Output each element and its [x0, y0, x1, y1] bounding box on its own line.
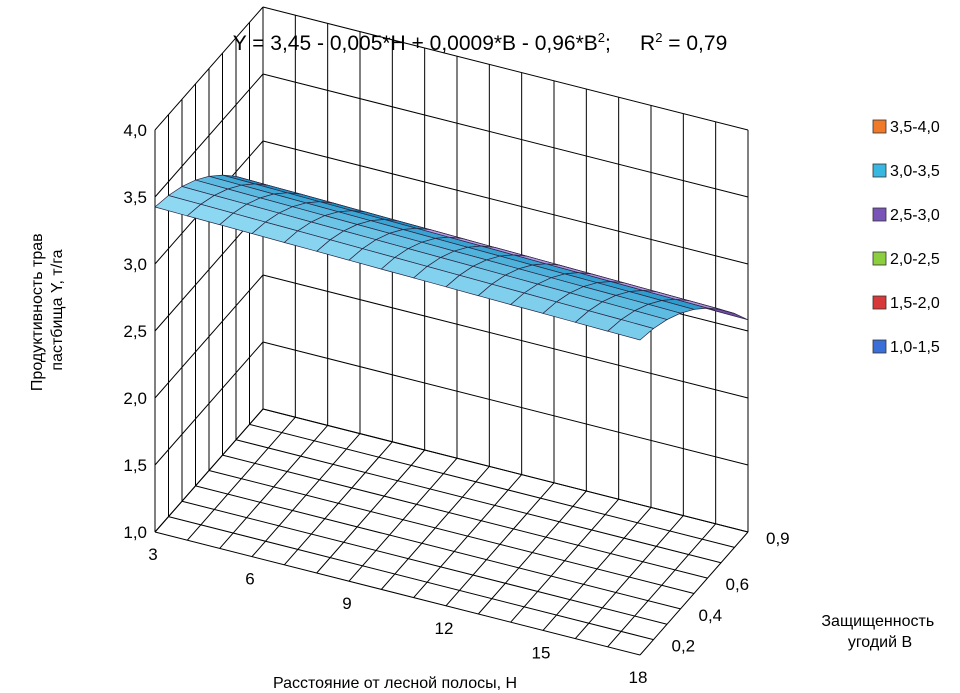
legend-label: 3,5-4,0 [890, 119, 940, 136]
x-tick-label: 6 [245, 570, 254, 589]
y-tick-label: 2,0 [123, 389, 147, 408]
legend-label: 1,5-2,0 [890, 295, 940, 312]
x-tick-label: 15 [532, 643, 551, 662]
z-tick-label: 0,2 [672, 637, 696, 656]
y-tick-label: 4,0 [123, 121, 147, 140]
x-tick-label: 18 [629, 668, 648, 687]
y-tick-label: 3,0 [123, 255, 147, 274]
gridline [154, 73, 264, 198]
y-axis-label: Продуктивность трав пастбища Y, т/га [29, 229, 66, 391]
z-axis-label: Защищенность угодий B [821, 613, 938, 651]
gridline [154, 6, 264, 131]
z-tick-label: 0,9 [766, 529, 790, 548]
gridline [154, 531, 641, 656]
gridline [235, 439, 722, 564]
legend-label: 2,5-3,0 [890, 207, 940, 224]
x-axis-label: Расстояние от лесной полосы, H [273, 675, 517, 692]
gridline [154, 341, 264, 466]
legend-label: 1,0-1,5 [890, 339, 940, 356]
gridline [222, 454, 708, 579]
chart-gridlines [154, 6, 749, 656]
gridline [249, 423, 735, 548]
gridline [262, 274, 749, 399]
legend-label: 3,0-3,5 [890, 163, 940, 180]
title-r2: R [640, 32, 655, 55]
gridline [168, 516, 654, 641]
surface-plot [154, 174, 749, 341]
z-axis-ticks: 0,20,40,6 0,9 [672, 529, 790, 656]
legend-label: 2,0-2,5 [890, 251, 940, 268]
gridline [262, 6, 749, 131]
surface-patch [606, 319, 655, 341]
y-axis-ticks: 1,0 1,5 2,0 2,5 3,0 3,5 4,0 [123, 121, 147, 542]
gridline [262, 140, 749, 265]
x-axis-ticks: 3 6 9 12 15 18 [148, 545, 647, 687]
legend-swatch [872, 119, 887, 134]
chart-title: Y = 3,45 - 0,005*H + 0,0009*B - 0,96*B2;… [233, 30, 728, 55]
gridline [181, 500, 668, 625]
y-tick-label: 1,0 [123, 523, 147, 542]
y-tick-label: 3,5 [123, 188, 147, 207]
title-r2-sup: 2 [655, 30, 662, 45]
gridline [262, 73, 749, 198]
y-tick-label: 2,5 [123, 322, 147, 341]
gridline [154, 274, 264, 399]
y-tick-label: 1,5 [123, 456, 147, 475]
z-tick-label: 0,4 [699, 606, 723, 625]
legend-swatch [872, 251, 887, 266]
title-r2-value: = 0,79 [662, 32, 727, 55]
legend: 3,5-4,0 3,0-3,5 2,5-3,0 2,0-2,5 1,5-2,0 1,0-1… [872, 119, 940, 356]
x-tick-label: 3 [148, 545, 157, 564]
gridline [195, 485, 681, 610]
legend-swatch [872, 339, 887, 354]
gridline [262, 341, 749, 466]
legend-swatch [872, 163, 887, 178]
legend-swatch [872, 295, 887, 310]
title-equation: Y = 3,45 - 0,005*H + 0,0009*B - 0,96*B [233, 32, 598, 55]
x-tick-label: 12 [435, 619, 454, 638]
x-tick-label: 9 [342, 594, 351, 613]
legend-swatch [872, 207, 887, 222]
z-tick-label: 0,6 [726, 575, 750, 594]
gridline [208, 470, 695, 594]
title-equation-sup: 2 [598, 30, 605, 45]
gridline [262, 408, 749, 533]
